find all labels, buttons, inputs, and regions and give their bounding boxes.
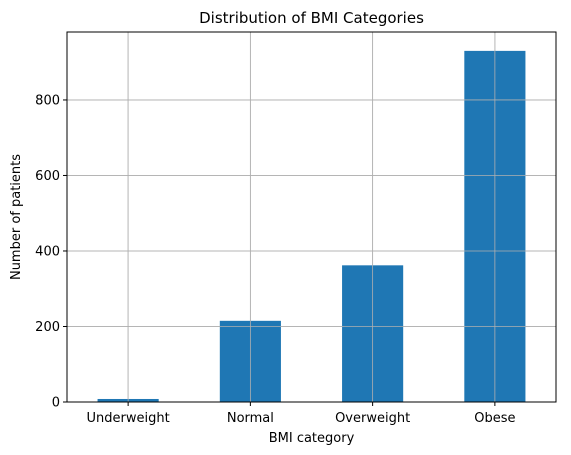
x-tick-label: Normal bbox=[227, 411, 274, 426]
y-tick-label: 400 bbox=[35, 244, 60, 259]
x-tick-label: Obese bbox=[474, 411, 515, 426]
axis-layer: 0 200 400 600 800 Underweight Normal Overweight… bbox=[35, 31, 557, 426]
bar-layer bbox=[67, 32, 556, 403]
y-tick-label: 800 bbox=[35, 93, 60, 108]
y-axis-label: Number of patients bbox=[9, 154, 24, 280]
x-tick-label: Underweight bbox=[87, 411, 170, 426]
plot-frame bbox=[66, 31, 557, 403]
grid-overlay bbox=[67, 32, 556, 403]
y-tick-label: 0 bbox=[52, 396, 60, 411]
chart-title: Distribution of BMI Categories bbox=[199, 9, 424, 27]
x-axis-label: BMI category bbox=[269, 431, 355, 446]
y-tick-label: 600 bbox=[35, 169, 60, 184]
x-tick-label: Overweight bbox=[335, 411, 410, 426]
y-tick-label: 200 bbox=[35, 320, 60, 335]
